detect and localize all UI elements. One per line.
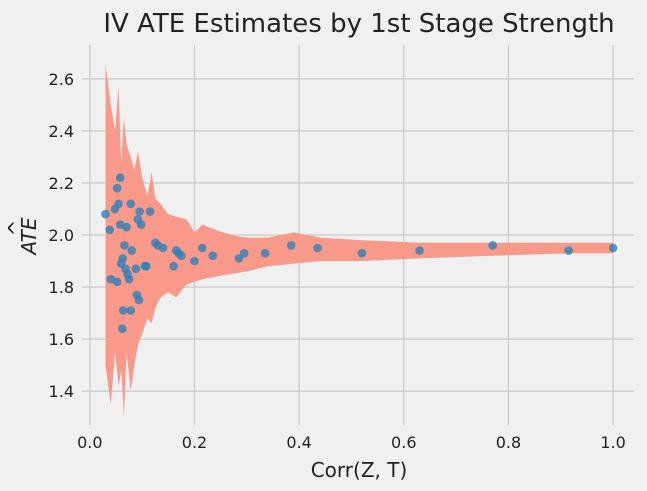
confidence-band bbox=[105, 63, 614, 418]
estimate-point bbox=[124, 274, 134, 284]
estimate-point bbox=[287, 241, 296, 250]
estimate-point bbox=[208, 251, 218, 261]
estimate-point bbox=[118, 324, 127, 334]
x-tick-label: 0.0 bbox=[77, 433, 102, 452]
estimate-point bbox=[169, 261, 178, 271]
estimate-point bbox=[131, 264, 141, 274]
estimate-point bbox=[239, 248, 249, 258]
estimate-point bbox=[260, 248, 270, 258]
y-axis-label: ATE bbox=[17, 217, 41, 256]
grid-lines bbox=[82, 45, 634, 425]
estimate-points bbox=[101, 173, 618, 334]
y-tick-label: 1.6 bbox=[49, 330, 74, 349]
x-tick-label: 0.6 bbox=[391, 433, 416, 452]
estimate-point bbox=[142, 261, 151, 271]
estimate-point bbox=[198, 243, 207, 253]
x-tick-labels: 0.0 0.2 0.4 0.6 0.8 1.0 bbox=[77, 433, 626, 452]
estimate-point bbox=[101, 209, 110, 219]
estimate-point bbox=[112, 277, 122, 287]
confidence-band-area bbox=[105, 63, 614, 418]
estimate-point bbox=[136, 220, 146, 229]
x-tick-label: 0.4 bbox=[286, 433, 311, 452]
y-axis-label-hat: ^ bbox=[4, 220, 28, 237]
estimate-point bbox=[115, 173, 125, 182]
estimate-point bbox=[415, 246, 424, 255]
estimate-point bbox=[608, 243, 618, 253]
chart-title: IV ATE Estimates by 1st Stage Strength bbox=[103, 9, 614, 39]
estimate-point bbox=[126, 306, 135, 315]
estimate-point bbox=[118, 254, 128, 263]
y-tick-label: 2.2 bbox=[49, 174, 74, 193]
estimate-point bbox=[134, 295, 144, 305]
y-tick-labels: 1.4 1.6 1.8 2.0 2.2 2.4 2.6 bbox=[49, 70, 74, 401]
y-tick-label: 2.4 bbox=[49, 122, 74, 141]
estimate-point bbox=[126, 199, 135, 209]
estimate-point bbox=[135, 207, 144, 216]
estimate-point bbox=[313, 243, 322, 253]
estimate-point bbox=[488, 241, 498, 250]
x-tick-label: 1.0 bbox=[600, 433, 625, 452]
y-tick-label: 1.8 bbox=[49, 278, 74, 297]
y-tick-label: 1.4 bbox=[49, 382, 74, 401]
estimate-point bbox=[112, 183, 122, 193]
estimate-point bbox=[105, 225, 114, 235]
y-axis-label-group: ATE ^ bbox=[4, 217, 41, 256]
estimate-point bbox=[357, 248, 367, 258]
estimate-point bbox=[145, 207, 155, 216]
estimate-point bbox=[119, 306, 128, 315]
estimate-point bbox=[114, 199, 123, 209]
x-tick-label: 0.8 bbox=[496, 433, 521, 452]
estimate-point bbox=[190, 256, 199, 266]
estimate-point bbox=[158, 243, 168, 253]
y-tick-label: 2.0 bbox=[49, 226, 74, 245]
estimate-point bbox=[177, 251, 186, 261]
estimate-point bbox=[120, 241, 129, 250]
x-axis-label: Corr(Z, T) bbox=[311, 458, 408, 482]
x-tick-label: 0.2 bbox=[182, 433, 207, 452]
y-tick-label: 2.6 bbox=[49, 70, 74, 89]
estimate-point bbox=[564, 246, 573, 255]
estimate-point bbox=[122, 222, 131, 232]
estimate-point bbox=[234, 254, 244, 263]
estimate-point bbox=[127, 246, 136, 255]
